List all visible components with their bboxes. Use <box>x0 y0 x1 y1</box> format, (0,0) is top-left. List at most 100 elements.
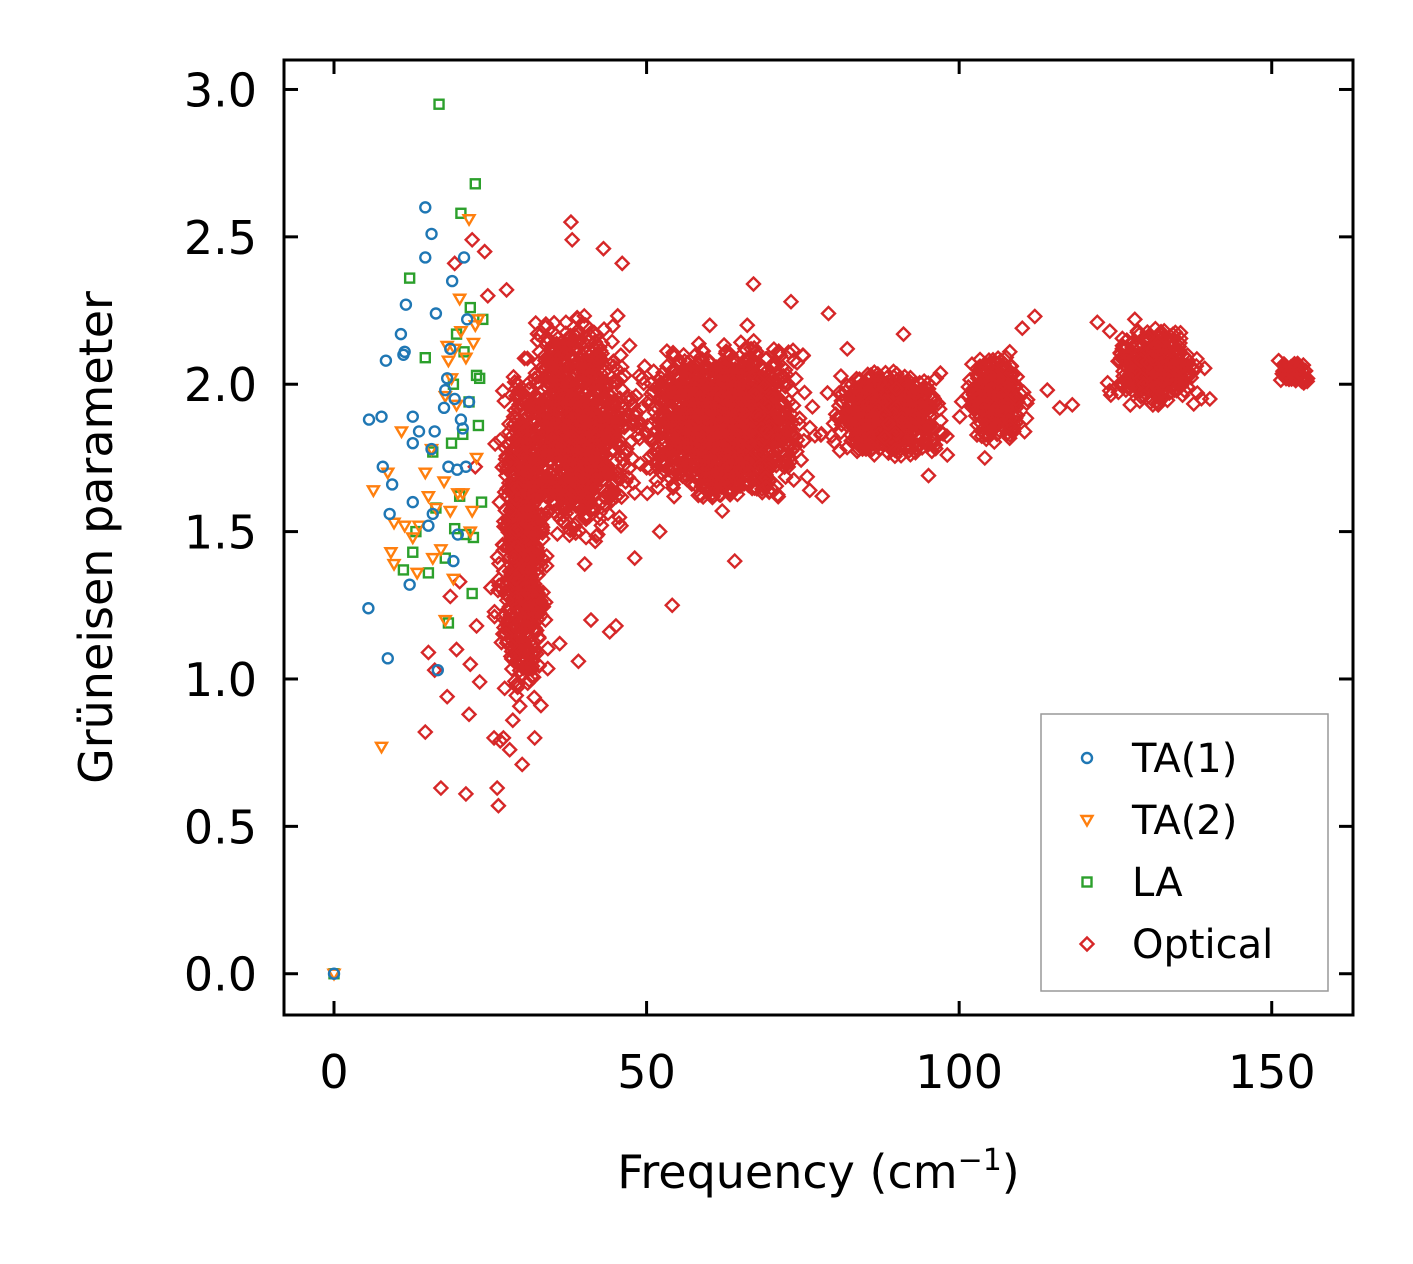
optical-point <box>649 479 667 496</box>
data-point <box>460 706 478 723</box>
data-point <box>459 460 473 473</box>
optical-point <box>686 411 704 429</box>
data-point <box>433 544 449 558</box>
data-point <box>432 779 450 797</box>
optical-point <box>888 380 905 398</box>
optical-point <box>963 392 980 410</box>
data-point <box>419 251 432 264</box>
optical-point <box>591 504 609 522</box>
optical-point <box>670 372 687 389</box>
optical-point <box>1156 381 1173 399</box>
optical-point <box>539 640 557 657</box>
optical-point <box>628 414 646 431</box>
data-point <box>453 325 469 340</box>
data-point <box>976 449 993 467</box>
optical-point <box>727 398 745 416</box>
optical-point <box>563 349 580 366</box>
optical-point <box>1124 339 1141 356</box>
optical-point <box>1016 423 1033 440</box>
optical-point <box>1144 362 1162 380</box>
optical-point <box>649 445 666 462</box>
data-point <box>383 547 399 561</box>
data-point <box>448 392 461 406</box>
optical-point <box>674 467 691 485</box>
data-point <box>839 340 856 358</box>
optical-point <box>658 357 676 375</box>
optical-point <box>583 448 601 465</box>
x-axis-label-suffix: ) <box>1002 1145 1020 1199</box>
y-axis-label: Grüneisen parameter <box>69 291 123 784</box>
optical-point <box>887 425 904 442</box>
optical-point <box>732 461 749 479</box>
optical-point <box>568 338 585 356</box>
legend-box <box>1040 713 1329 992</box>
optical-point <box>1129 322 1146 339</box>
optical-point <box>635 375 652 392</box>
data-point <box>1176 373 1194 390</box>
optical-point <box>998 360 1016 377</box>
optical-point <box>689 466 706 483</box>
optical-point <box>656 378 674 396</box>
optical-point <box>757 469 774 487</box>
optical-point <box>774 456 791 473</box>
optical-point <box>510 573 528 590</box>
optical-point <box>538 547 555 565</box>
optical-point <box>505 368 522 386</box>
data-point <box>482 579 500 596</box>
optical-point <box>997 369 1014 386</box>
optical-point <box>597 463 615 481</box>
optical-point <box>1143 349 1160 366</box>
optical-point <box>560 484 577 501</box>
optical-point <box>899 443 917 460</box>
optical-point <box>703 481 720 498</box>
data-point <box>782 293 800 310</box>
optical-point <box>678 437 695 454</box>
data-point <box>365 485 381 499</box>
optical-point <box>742 358 759 375</box>
data-point <box>451 528 464 541</box>
data-point <box>504 712 522 729</box>
data-point <box>422 519 435 532</box>
optical-point <box>507 590 525 607</box>
data-point <box>397 564 410 576</box>
optical-point <box>1126 363 1143 380</box>
data-point <box>436 476 452 490</box>
optical-point <box>745 332 762 350</box>
optical-point <box>969 416 986 434</box>
optical-point <box>486 603 503 620</box>
optical-point <box>516 503 533 520</box>
optical-point <box>557 344 574 362</box>
data-point <box>393 426 410 440</box>
optical-point <box>653 391 670 408</box>
optical-point <box>1002 365 1019 382</box>
optical-point <box>1001 418 1018 435</box>
optical-point <box>508 687 525 704</box>
optical-point <box>1018 395 1035 412</box>
optical-point <box>533 506 550 523</box>
optical-point <box>543 484 560 502</box>
optical-point <box>586 475 603 492</box>
optical-point <box>719 437 736 454</box>
optical-point <box>746 383 764 401</box>
data-point <box>479 287 496 304</box>
data-point <box>469 178 481 190</box>
optical-point <box>537 506 555 523</box>
data-point <box>428 425 441 438</box>
optical-point <box>544 428 561 445</box>
optical-point <box>1011 385 1029 402</box>
optical-point <box>486 435 504 453</box>
optical-point <box>787 370 804 387</box>
series-ta-1 <box>327 201 476 980</box>
data-point <box>399 298 413 311</box>
optical-point <box>715 374 733 391</box>
y-tick-label: 1.5 <box>184 506 257 560</box>
optical-point <box>528 397 545 415</box>
x-tick-label: 150 <box>1228 1045 1316 1099</box>
optical-point <box>796 384 813 401</box>
y-tick-label: 2.0 <box>184 358 257 412</box>
optical-point <box>842 413 859 430</box>
data-point <box>651 523 668 540</box>
optical-point <box>993 416 1010 434</box>
optical-point <box>584 444 601 462</box>
